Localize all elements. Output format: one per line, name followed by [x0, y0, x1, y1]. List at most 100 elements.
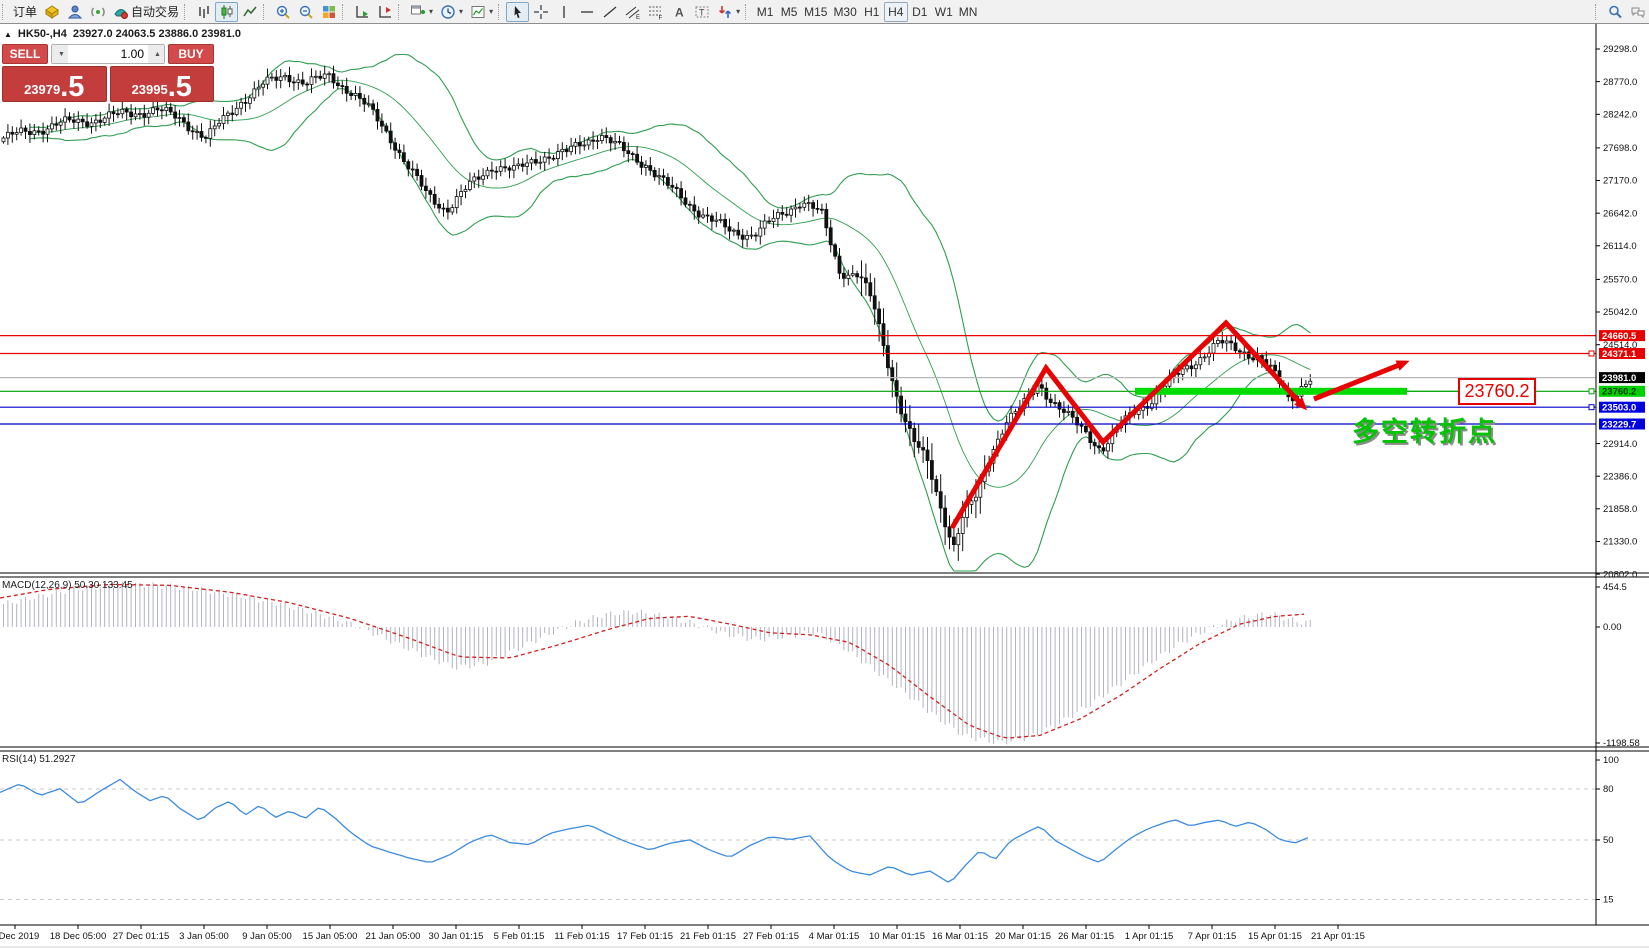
tf-m15-label: M15: [804, 4, 828, 19]
toolbar-group-handle: [342, 3, 347, 20]
toolbar-group-7: [1603, 1, 1649, 23]
svg-text:3 Jan 05:00: 3 Jan 05:00: [179, 931, 229, 942]
svg-text:E: E: [636, 15, 640, 20]
arrows-button[interactable]: ▾: [713, 2, 743, 22]
zoom-out-button[interactable]: [294, 2, 317, 22]
zoom-in-icon: [274, 3, 291, 20]
crosshair-button[interactable]: [529, 2, 552, 22]
buy-button[interactable]: BUY: [168, 44, 214, 64]
tf-h4-label: H4: [888, 4, 904, 19]
templates-button[interactable]: ▾: [466, 2, 496, 22]
svg-text:23503.0: 23503.0: [1602, 403, 1636, 414]
buy-price[interactable]: 23995 .5: [109, 66, 214, 103]
line-chart-button[interactable]: [238, 2, 261, 22]
tf-m5-button[interactable]: M5: [777, 2, 801, 22]
svg-text:22386.0: 22386.0: [1603, 471, 1637, 482]
svg-text:4 Mar 01:15: 4 Mar 01:15: [809, 931, 860, 942]
svg-text:0.00: 0.00: [1603, 622, 1622, 633]
tf-m1-button[interactable]: M1: [753, 2, 777, 22]
new-chart-button[interactable]: ▾: [406, 2, 436, 22]
price-axis: 29298.0 28770.0 28242.0 27698.0 27170.0 26642…: [1596, 44, 1637, 580]
tf-mn-label: MN: [958, 4, 978, 19]
toolbar-group-handle: [2, 3, 7, 20]
tf-d1-button[interactable]: D1: [908, 2, 932, 22]
market-watch-button[interactable]: [40, 2, 63, 22]
zoom-in-button[interactable]: [271, 2, 294, 22]
toolbar-group-handle: [184, 3, 189, 20]
equidistant-channel-button[interactable]: E: [621, 2, 644, 22]
support-band: [1135, 387, 1407, 395]
svg-text:100: 100: [1603, 755, 1619, 766]
toolbar-group-handle: [1595, 3, 1600, 20]
bar-chart-icon: [195, 3, 212, 20]
toolbar-group-5: E F A T ▾: [506, 1, 743, 23]
macd-indicator-label: MACD(12,26,9) 50.30 133.45: [2, 580, 133, 591]
volume-increase-button[interactable]: ▲: [148, 45, 164, 63]
bar-chart-button[interactable]: [192, 2, 215, 22]
tf-m30-button[interactable]: M30: [830, 2, 859, 22]
tf-m1-label: M1: [756, 4, 774, 19]
svg-text:23229.7: 23229.7: [1602, 419, 1636, 430]
navigator-button[interactable]: [63, 2, 86, 22]
horizontal-line-button[interactable]: [575, 2, 598, 22]
tf-mn-button[interactable]: MN: [956, 2, 981, 22]
svg-text:22914.0: 22914.0: [1603, 439, 1637, 450]
svg-text:27170.0: 27170.0: [1603, 176, 1637, 187]
volume-decrease-button[interactable]: ▼: [52, 45, 68, 63]
sell-price[interactable]: 23979 .5: [2, 66, 107, 102]
tf-m15-button[interactable]: M15: [801, 2, 830, 22]
toolbar-group-handle: [745, 3, 750, 20]
zoom-out-icon: [297, 3, 314, 20]
macd-axis: 454.5 0.00 -1198.58: [1596, 582, 1640, 749]
auto-trading-button[interactable]: 自动交易: [109, 2, 182, 22]
fibonacci-button[interactable]: F: [644, 2, 667, 22]
tf-h4-button[interactable]: H4: [883, 1, 908, 22]
new-order-button[interactable]: 订单: [10, 2, 40, 22]
chart-shift-icon: [376, 3, 393, 20]
cursor-button[interactable]: [506, 1, 530, 22]
chart-shift-button[interactable]: [373, 2, 396, 22]
periods-button[interactable]: ▾: [436, 2, 466, 22]
trendline-button[interactable]: [598, 2, 621, 22]
svg-text:80: 80: [1603, 784, 1614, 795]
sell-button[interactable]: SELL: [2, 44, 48, 64]
signals-button[interactable]: [86, 2, 109, 22]
svg-text:25042.0: 25042.0: [1603, 307, 1637, 318]
svg-text:9 Jan 05:00: 9 Jan 05:00: [242, 931, 292, 942]
volume-input[interactable]: [68, 45, 148, 63]
buy-price-main: 23995: [131, 82, 168, 97]
rsi-indicator-label: RSI(14) 51.2927: [2, 754, 76, 765]
svg-text:2 Dec 2019: 2 Dec 2019: [0, 931, 39, 942]
market-watch-icon: [43, 3, 60, 20]
pivot-price-label[interactable]: 23760.2: [1458, 378, 1536, 405]
svg-text:454.5: 454.5: [1603, 582, 1627, 593]
tf-w1-label: W1: [934, 4, 953, 19]
toolbar-group-2: [271, 1, 340, 23]
svg-text:21 Apr 01:15: 21 Apr 01:15: [1311, 931, 1365, 942]
candlestick-chart-button[interactable]: [215, 1, 239, 22]
toolbar-group-4: ▾ ▾ ▾: [406, 1, 496, 23]
svg-text:24660.5: 24660.5: [1602, 331, 1637, 342]
tile-windows-button[interactable]: [317, 2, 340, 22]
svg-text:21 Feb 01:15: 21 Feb 01:15: [680, 931, 736, 942]
tf-w1-button[interactable]: W1: [932, 2, 956, 22]
svg-text:7 Apr 01:15: 7 Apr 01:15: [1188, 931, 1237, 942]
chevron-down-icon: ▾: [489, 7, 494, 16]
toolbar-group-3: [350, 1, 396, 23]
navigator-icon: [66, 3, 83, 20]
svg-text:50: 50: [1603, 835, 1614, 846]
line-chart-icon: [241, 3, 258, 20]
text-button[interactable]: A: [667, 2, 690, 22]
text-label-button[interactable]: T: [690, 2, 713, 22]
vertical-line-button[interactable]: [552, 2, 575, 22]
chat-button[interactable]: [1626, 2, 1649, 22]
search-button[interactable]: [1603, 2, 1626, 22]
svg-text:26 Mar 01:15: 26 Mar 01:15: [1058, 931, 1114, 942]
buy-price-pips: .5: [167, 71, 192, 103]
crosshair-icon: [532, 3, 549, 20]
tf-h1-button[interactable]: H1: [860, 2, 884, 22]
auto-scroll-button[interactable]: [350, 2, 373, 22]
svg-text:18 Dec 05:00: 18 Dec 05:00: [50, 931, 107, 942]
